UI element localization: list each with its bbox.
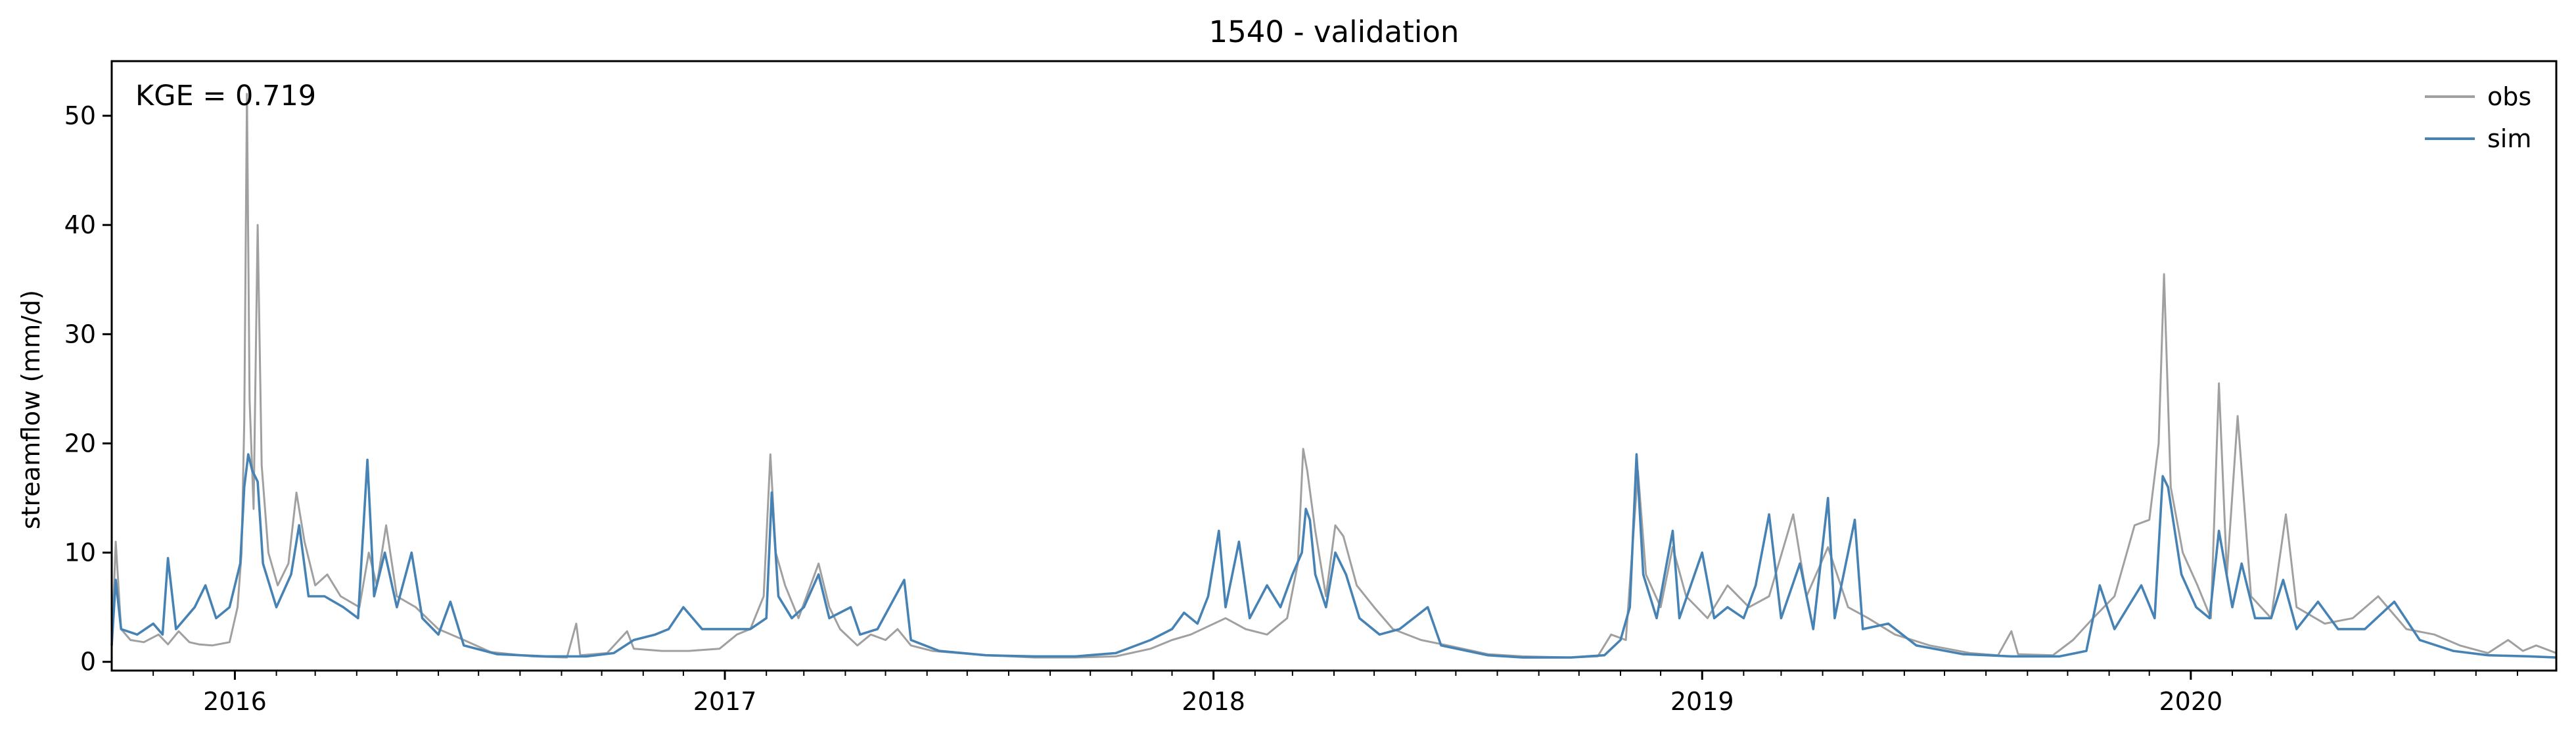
y-tick-label: 0 xyxy=(80,648,96,676)
y-tick-label: 20 xyxy=(64,429,96,458)
y-tick-label: 50 xyxy=(64,101,96,130)
y-tick-label: 40 xyxy=(64,210,96,239)
x-axis: 2016 2017 2018 2019 2020 xyxy=(152,671,2518,716)
legend-label-sim: sim xyxy=(2487,124,2531,153)
y-axis: 0 10 20 30 40 50 xyxy=(64,101,112,676)
chart-title: 1540 - validation xyxy=(1209,14,1460,49)
y-axis-label: streamflow (mm/d) xyxy=(16,290,45,529)
series-layer xyxy=(110,93,2557,659)
x-tick-label: 2016 xyxy=(203,687,267,716)
x-tick-label: 2018 xyxy=(1182,687,1245,716)
x-tick-label: 2019 xyxy=(1670,687,1734,716)
y-tick-label: 10 xyxy=(64,538,96,567)
plot-frame xyxy=(110,60,2558,672)
series-line-sim xyxy=(110,453,2557,659)
kge-annotation: KGE = 0.719 xyxy=(135,80,316,112)
y-tick-label: 30 xyxy=(64,320,96,348)
x-tick-label: 2017 xyxy=(693,687,757,716)
legend: obs sim xyxy=(2425,82,2531,153)
legend-label-obs: obs xyxy=(2487,82,2531,111)
x-tick-label: 2020 xyxy=(2159,687,2222,716)
series-line-obs xyxy=(110,93,2557,659)
